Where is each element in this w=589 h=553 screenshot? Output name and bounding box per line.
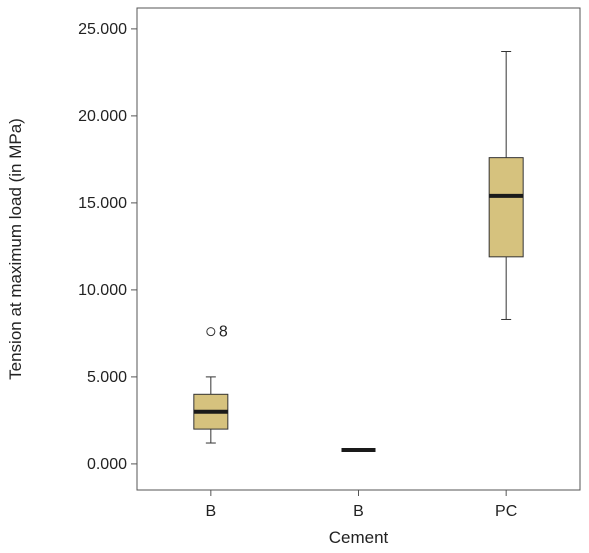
y-axis-title: Tension at maximum load (in MPa) — [6, 118, 25, 380]
x-axis: B B PC — [205, 490, 517, 520]
x-tick-label: PC — [495, 503, 517, 520]
y-tick-label: 5.000 — [87, 369, 127, 386]
y-tick-label: 25.000 — [78, 21, 127, 38]
y-axis: 0.000 5.000 10.000 15.000 20.000 25.000 — [78, 21, 137, 473]
y-tick-label: 0.000 — [87, 456, 127, 473]
outlier-point — [206, 327, 216, 337]
box-group — [488, 51, 524, 320]
y-tick-label: 10.000 — [78, 282, 127, 299]
outlier-label: 8 — [219, 324, 228, 341]
interquartile-box — [488, 157, 524, 258]
x-axis-title: Cement — [329, 528, 389, 547]
x-tick-label: B — [205, 503, 216, 520]
x-tick-label: B — [353, 503, 364, 520]
boxes: 8 — [193, 51, 524, 452]
y-tick-label: 15.000 — [78, 195, 127, 212]
box-group: 8 — [193, 324, 229, 444]
y-tick-label: 20.000 — [78, 108, 127, 125]
